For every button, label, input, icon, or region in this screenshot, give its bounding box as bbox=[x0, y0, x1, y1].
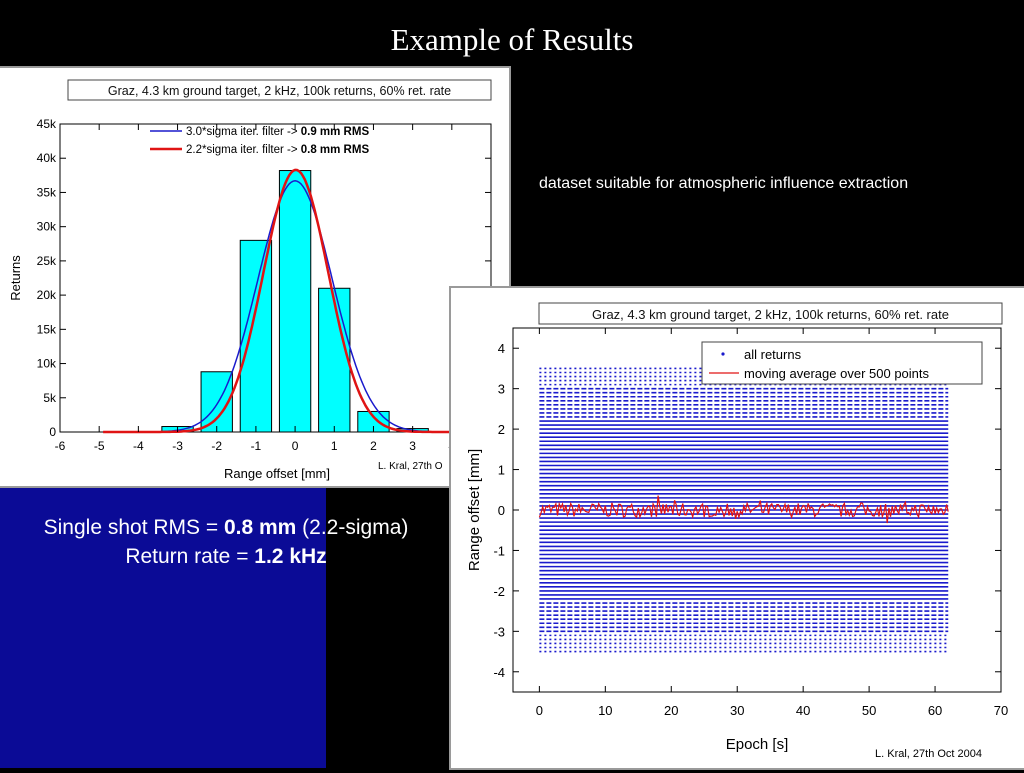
y-tick-label: -2 bbox=[493, 584, 505, 599]
y-tick-label: 3 bbox=[498, 382, 505, 397]
rms-value: 0.8 mm bbox=[223, 516, 297, 539]
gaussian-fit-curve-1 bbox=[103, 168, 488, 434]
x-tick-label: -2 bbox=[211, 439, 222, 453]
x-tick-label: 0 bbox=[292, 439, 299, 453]
histogram-panel: Graz, 4.3 km ground target, 2 kHz, 100k … bbox=[0, 66, 511, 488]
histogram-bar-4 bbox=[318, 287, 351, 433]
histogram-chart: Graz, 4.3 km ground target, 2 kHz, 100k … bbox=[8, 79, 492, 481]
x-axis-label: Range offset [mm] bbox=[224, 466, 330, 481]
y-tick-label: 25k bbox=[37, 254, 57, 268]
legend-label-3sigma: 3.0*sigma iter. filter -> 0.9 mm RMS bbox=[186, 126, 369, 138]
chart-title-box bbox=[538, 302, 1003, 325]
y-tick-label: 35k bbox=[37, 185, 57, 199]
y-tick-label: 40k bbox=[37, 151, 57, 165]
chart-title: Graz, 4.3 km ground target, 2 kHz, 100k … bbox=[592, 307, 949, 322]
x-tick-label: 70 bbox=[994, 703, 1008, 718]
chart-title: Graz, 4.3 km ground target, 2 kHz, 100k … bbox=[108, 84, 451, 98]
y-tick-label: 15k bbox=[37, 322, 57, 336]
scatter-chart: Graz, 4.3 km ground target, 2 kHz, 100k … bbox=[466, 302, 1008, 760]
moving-average-line bbox=[538, 495, 949, 524]
chart-legend: all returns moving average over 500 poin… bbox=[701, 341, 983, 385]
x-tick-label: 2 bbox=[370, 439, 377, 453]
scatter-panel: Graz, 4.3 km ground target, 2 kHz, 100k … bbox=[449, 286, 1024, 770]
author-credit: L. Kral, 27th O bbox=[378, 461, 443, 472]
background-blue-shape bbox=[0, 488, 326, 768]
x-tick-label: -3 bbox=[172, 439, 183, 453]
y-tick-label: 30k bbox=[37, 220, 57, 234]
x-tick-label: -1 bbox=[251, 439, 262, 453]
legend-label-all-returns: all returns bbox=[744, 347, 802, 362]
legend-swatch-all-returns bbox=[721, 352, 725, 356]
chart-legend: 3.0*sigma iter. filter -> 0.9 mm RMS 2.2… bbox=[150, 126, 369, 156]
x-tick-label: 40 bbox=[796, 703, 810, 718]
legend-label-2-2sigma: 2.2*sigma iter. filter -> 0.8 mm RMS bbox=[186, 144, 369, 156]
x-tick-label: -5 bbox=[94, 439, 105, 453]
x-tick-label: 1 bbox=[331, 439, 338, 453]
x-tick-label: 10 bbox=[598, 703, 612, 718]
x-axis-label: Epoch [s] bbox=[726, 736, 789, 753]
x-tick-label: 3 bbox=[409, 439, 416, 453]
slide-title: Example of Results bbox=[390, 22, 634, 57]
y-tick-label: 2 bbox=[498, 422, 505, 437]
x-tick-label: 0 bbox=[536, 703, 543, 718]
y-tick-label: 10k bbox=[37, 357, 57, 371]
x-tick-label: 20 bbox=[664, 703, 678, 718]
y-axis-label: Returns bbox=[8, 255, 23, 301]
rate-value: 1.2 kHz bbox=[254, 545, 327, 568]
chart-title-box bbox=[67, 79, 492, 101]
y-tick-label: 4 bbox=[498, 341, 505, 356]
rate-line: Return rate = 1.2 kHz bbox=[0, 542, 452, 571]
y-tick-label: -3 bbox=[493, 624, 505, 639]
rms-prefix: Single shot RMS = bbox=[43, 516, 224, 539]
y-tick-label: 45k bbox=[37, 117, 57, 131]
x-tick-label: 60 bbox=[928, 703, 942, 718]
x-tick-label: -4 bbox=[133, 439, 144, 453]
y-tick-label: -4 bbox=[493, 665, 505, 680]
summary-text: Single shot RMS = 0.8 mm (2.2-sigma) Ret… bbox=[0, 513, 452, 571]
y-axis-label: Range offset [mm] bbox=[466, 449, 483, 571]
x-tick-label: 50 bbox=[862, 703, 876, 718]
rms-line: Single shot RMS = 0.8 mm (2.2-sigma) bbox=[0, 513, 452, 542]
author-credit: L. Kral, 27th Oct 2004 bbox=[875, 748, 982, 760]
y-tick-label: 20k bbox=[37, 288, 57, 302]
y-tick-label: 0 bbox=[498, 503, 505, 518]
plot-frame bbox=[59, 123, 492, 433]
legend-box bbox=[701, 341, 983, 385]
histogram-bar-2 bbox=[239, 239, 273, 433]
x-tick-label: -6 bbox=[55, 439, 66, 453]
histogram-bar-3 bbox=[278, 170, 312, 433]
rate-prefix: Return rate = bbox=[125, 545, 255, 568]
y-tick-label: 5k bbox=[43, 391, 57, 405]
rms-suffix: (2.2-sigma) bbox=[296, 516, 409, 539]
legend-label-moving-average: moving average over 500 points bbox=[744, 366, 930, 381]
x-tick-label: 30 bbox=[730, 703, 744, 718]
y-tick-label: -1 bbox=[493, 543, 505, 558]
y-tick-label: 1 bbox=[498, 463, 505, 478]
y-tick-label: 0 bbox=[49, 425, 56, 439]
slide-caption: dataset suitable for atmospheric influen… bbox=[539, 175, 909, 192]
